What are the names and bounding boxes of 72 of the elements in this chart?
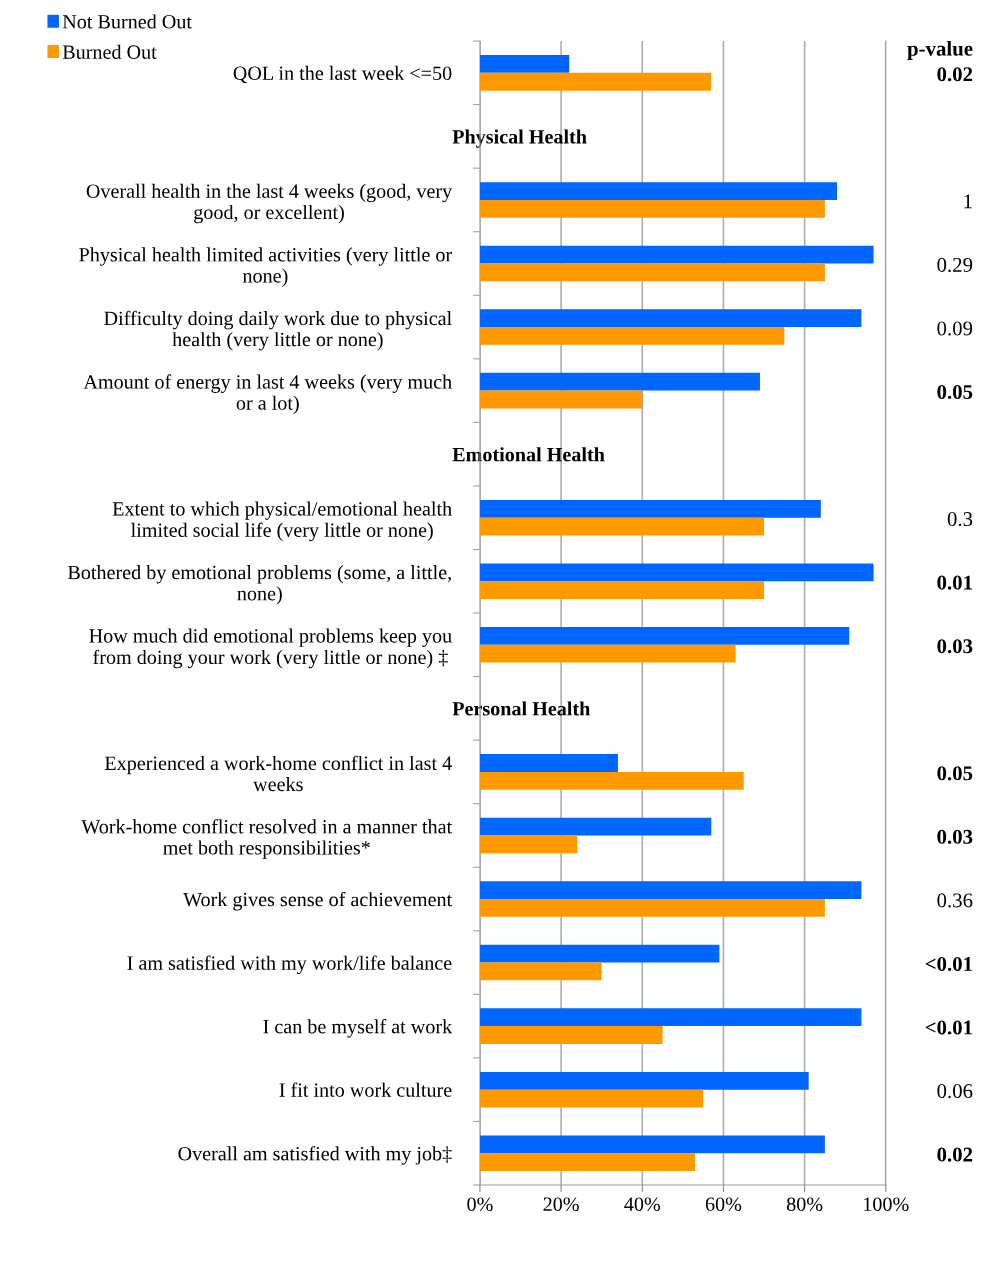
- bar: [479, 499, 821, 518]
- x-tick-label: 20%: [543, 1197, 579, 1212]
- y-tick-label: Overall am satisfied with my job‡: [178, 1146, 452, 1165]
- bar: [479, 517, 765, 536]
- text: 0.06: [937, 1084, 973, 1099]
- text: 0.09: [937, 321, 973, 336]
- bar: [479, 627, 850, 645]
- bar: [479, 1071, 809, 1090]
- bar: [479, 1008, 862, 1027]
- y-tick-label: Work-home conflict resolved in a manner that met both responsibilities*: [81, 819, 453, 859]
- text: 0.05: [937, 384, 973, 400]
- y-tick-label: Difficulty doing daily work due to physical health (very little or none): [104, 310, 452, 351]
- y-tick-label: Experienced a work-home conflict in last 4 weeks: [104, 755, 452, 792]
- y-tick-label: Extent to which physical/emotional health limited social life (very little or none): [112, 501, 452, 542]
- x-tick-label: 40%: [624, 1197, 661, 1212]
- text: 0.01: [937, 575, 972, 590]
- text: 0.03: [937, 639, 973, 654]
- bar: [479, 372, 760, 391]
- bar: [479, 881, 862, 900]
- y-tick-label: Physical health limited activities (very little or none): [79, 247, 452, 287]
- bar: [479, 817, 712, 836]
- text: 1: [964, 194, 972, 209]
- bar: [479, 962, 602, 981]
- y-tick-label: Work gives sense of achievement: [183, 891, 453, 911]
- bar: [479, 263, 825, 282]
- x-tick-label: 100%: [864, 1197, 909, 1212]
- y-tick-label: Amount of energy in last 4 weeks (very much or a lot): [83, 374, 452, 414]
- text: 0.05: [937, 766, 973, 781]
- bar: [479, 390, 643, 409]
- bar: [479, 245, 874, 264]
- text: p-value: [907, 41, 973, 60]
- text: 0.29: [937, 257, 973, 272]
- bar: [479, 754, 618, 772]
- bar: [479, 1026, 663, 1044]
- y-tick-label: Bothered by emotional problems (some, a little, none): [67, 565, 451, 605]
- x-tick-label: 80%: [786, 1197, 823, 1212]
- bar: [479, 644, 736, 663]
- text: 0.36: [937, 893, 973, 908]
- text: 0.3: [947, 512, 973, 527]
- legend-label: Burned Out: [62, 44, 157, 59]
- text: <0.01: [925, 956, 972, 972]
- y-tick-label: Physical Health: [452, 129, 587, 148]
- bar: [479, 944, 720, 963]
- bar: [479, 1089, 704, 1108]
- y-tick-label: Overall health in the last 4 weeks (good, very good, or excellent): [86, 183, 453, 224]
- bar: [479, 182, 838, 200]
- bar: [479, 835, 578, 854]
- x-tick-label: 0%: [467, 1197, 493, 1212]
- bar: [479, 72, 712, 91]
- bar: [479, 1153, 696, 1172]
- legend-label: Not Burned Out: [62, 14, 192, 29]
- text: 0.03: [937, 829, 973, 844]
- x-tick-label: 60%: [705, 1197, 742, 1212]
- bar: [479, 309, 862, 328]
- bar: [479, 563, 874, 582]
- y-tick-label: How much did emotional problems keep you from doing your work (very little or none) ‡: [89, 628, 452, 669]
- bar: [479, 199, 825, 218]
- y-tick-label: I can be myself at work: [263, 1019, 453, 1038]
- text: <0.01: [925, 1020, 972, 1035]
- y-tick-label: I am satisfied with my work/life balance: [127, 955, 452, 975]
- y-tick-label: Personal Health: [452, 701, 591, 716]
- y-tick-label: QOL in the last week <=50: [233, 65, 452, 84]
- bar: [479, 327, 785, 345]
- bar: [479, 771, 744, 790]
- y-tick-label: I fit into work culture: [279, 1082, 452, 1097]
- text: 0.02: [937, 1147, 973, 1162]
- bar: [479, 899, 825, 917]
- bar: [479, 1135, 825, 1154]
- text: 0.02: [937, 67, 973, 82]
- bar: [479, 55, 570, 73]
- y-tick-label: Emotional Health: [452, 447, 605, 462]
- bar: [479, 581, 765, 600]
